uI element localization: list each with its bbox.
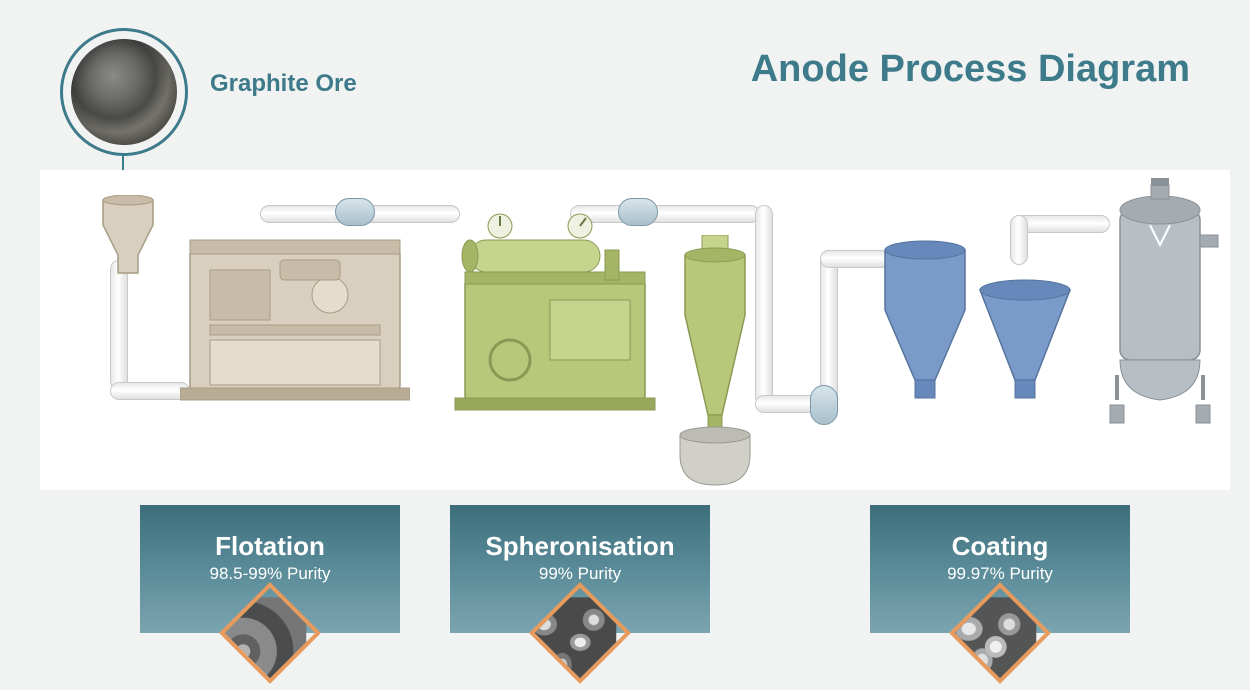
stage-name: Spheronisation <box>450 531 710 562</box>
stage-name: Flotation <box>140 531 400 562</box>
sample-diamond-icon <box>949 582 1051 684</box>
diagram-title: Anode Process Diagram <box>751 48 1190 91</box>
ore-input-label: Graphite Ore <box>210 70 357 98</box>
ore-image <box>71 39 177 145</box>
stage-name: Coating <box>870 531 1130 562</box>
stage-card-flotation: Flotation 98.5-99% Purity <box>140 505 400 633</box>
stage-card-coating: Coating 99.97% Purity <box>870 505 1130 633</box>
stage-purity: 99.97% Purity <box>870 564 1130 584</box>
pipe <box>110 382 190 400</box>
final-vessel <box>1095 175 1225 430</box>
valve-icon <box>810 385 838 425</box>
stage-purity: 98.5-99% Purity <box>140 564 400 584</box>
flotation-equipment <box>180 210 410 415</box>
sample-diamond-icon <box>219 582 321 684</box>
ore-input-circle <box>60 28 188 156</box>
input-hopper <box>98 195 158 285</box>
stage-purity: 99% Purity <box>450 564 710 584</box>
sample-diamond-icon <box>529 582 631 684</box>
coating-equipment <box>870 230 1080 425</box>
cyclone-separator <box>660 235 770 510</box>
stage-card-spheronisation: Spheronisation 99% Purity <box>450 505 710 633</box>
spheronisation-equipment <box>450 200 660 425</box>
